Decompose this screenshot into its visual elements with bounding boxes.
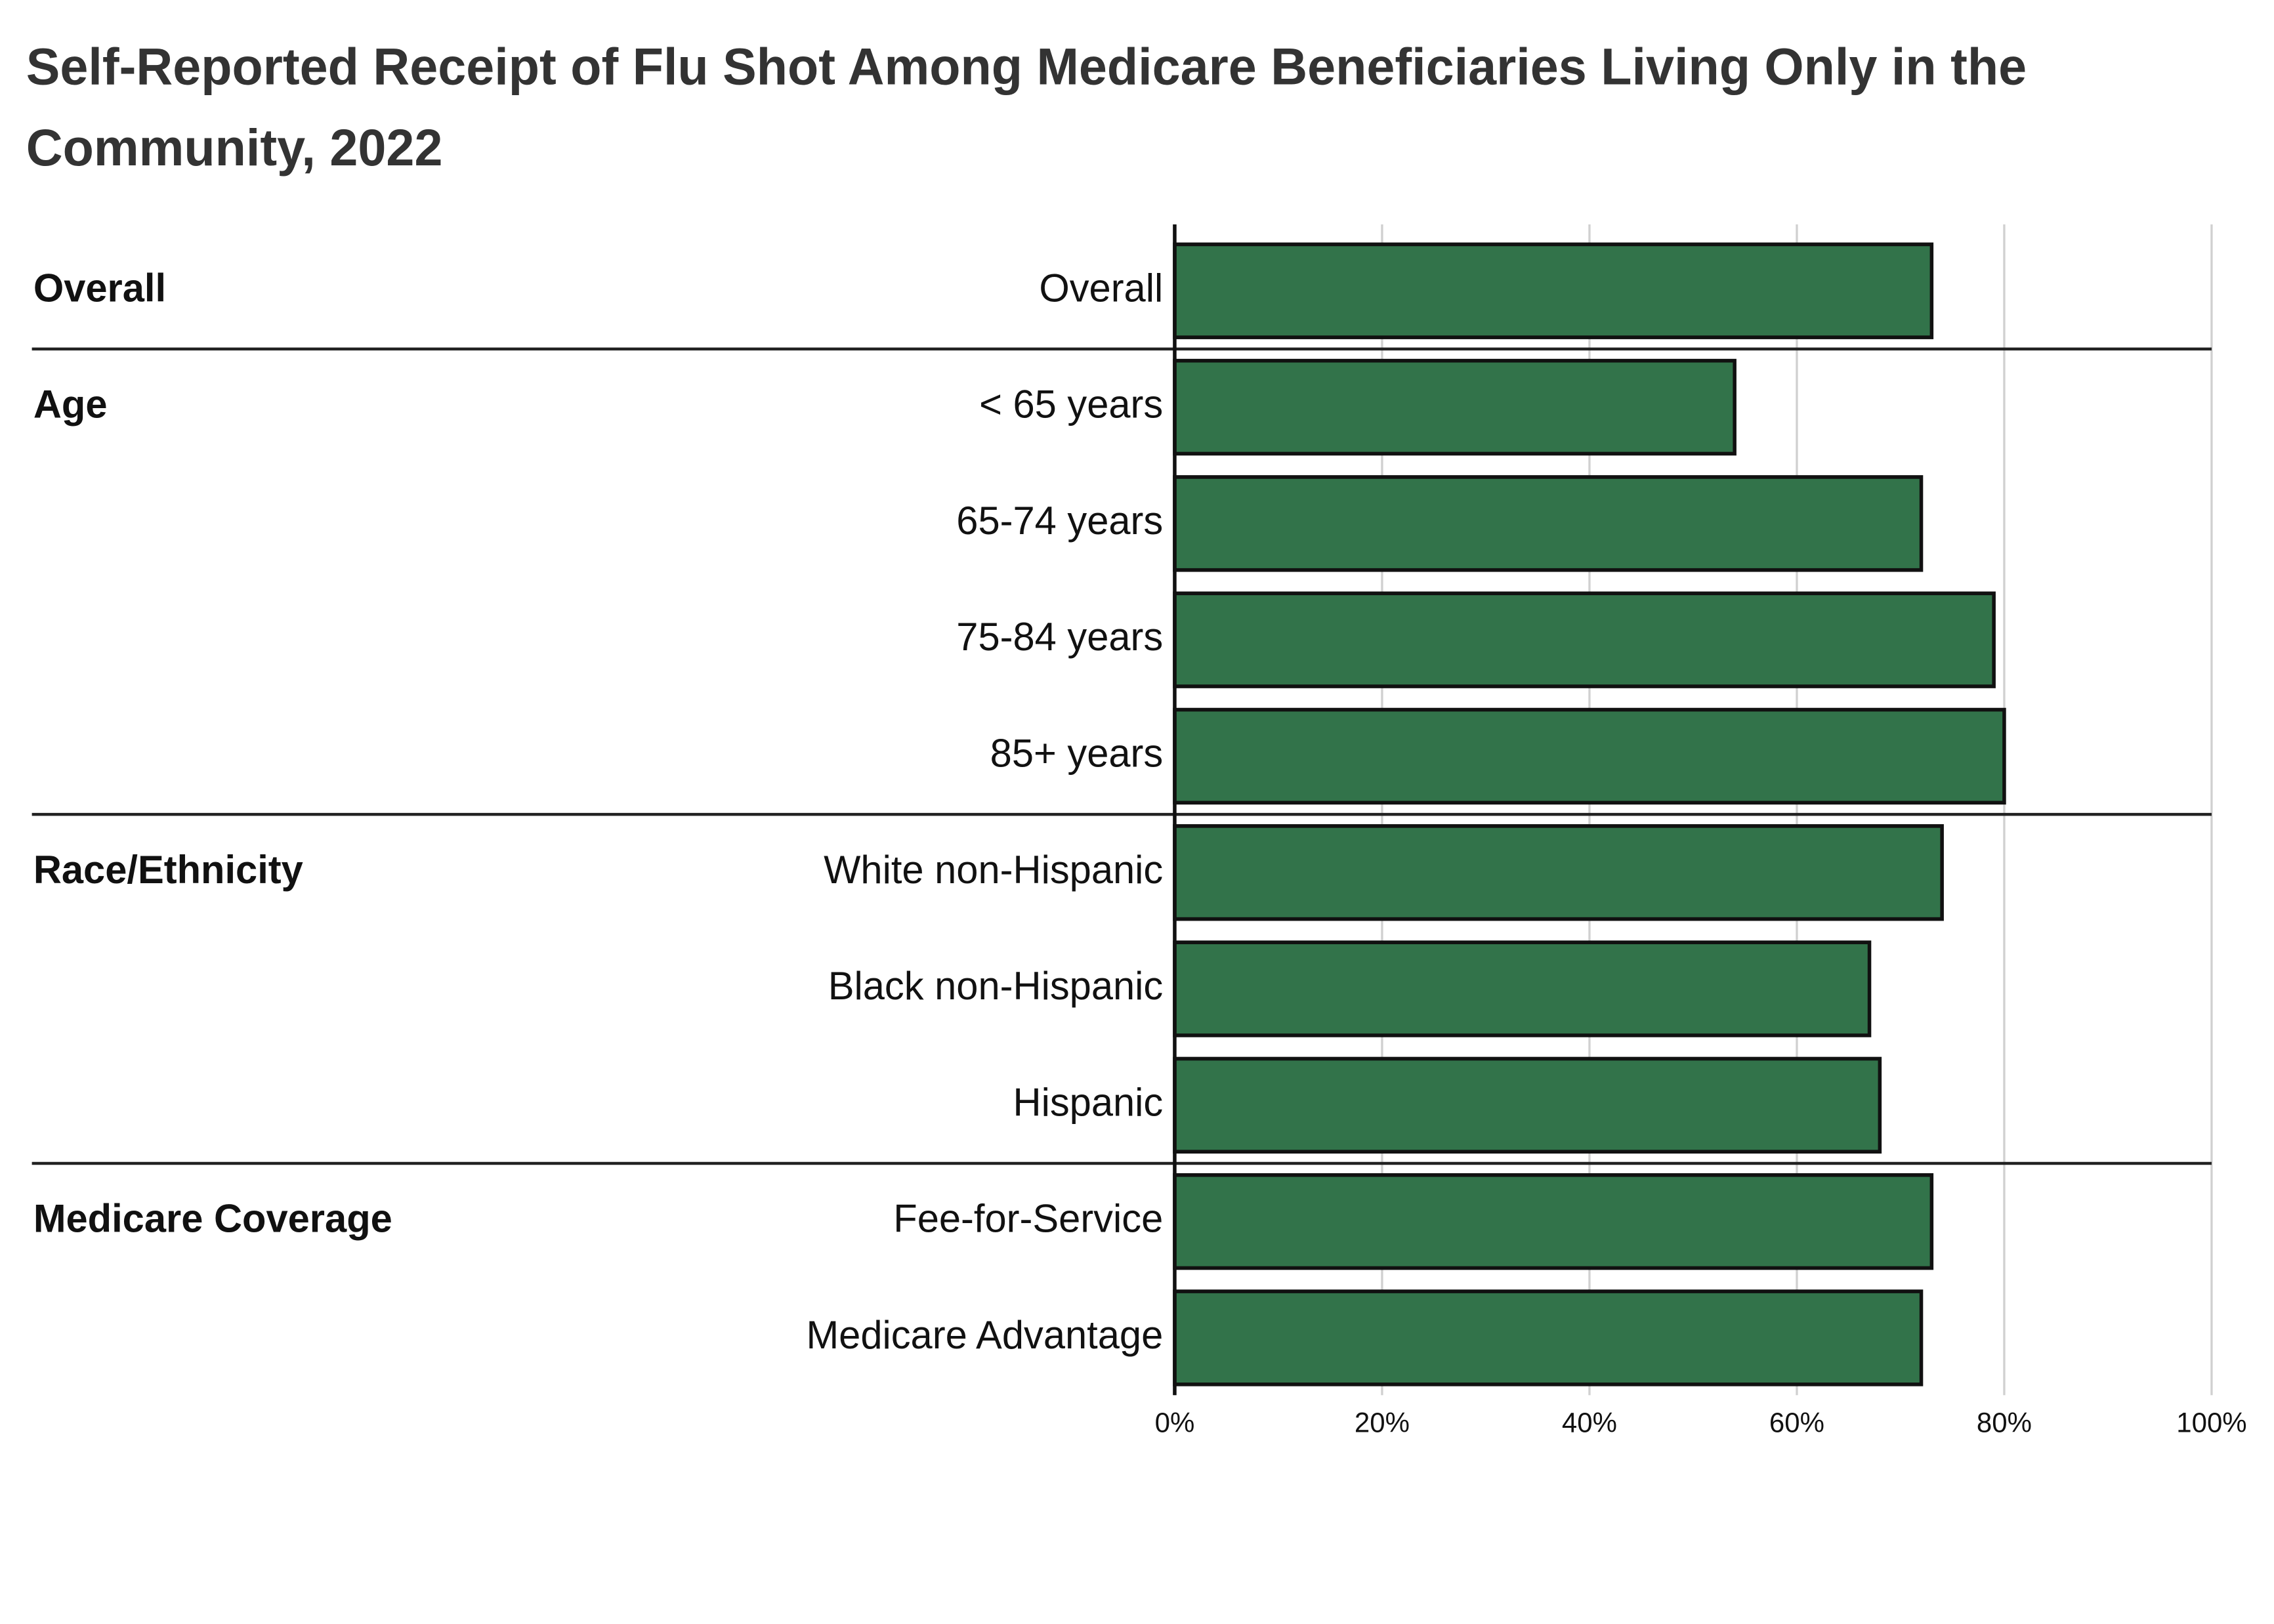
x-tick-label: 20% [1355, 1407, 1410, 1438]
y-tick-label: Overall [1039, 266, 1163, 310]
bar [1173, 475, 1924, 572]
bar [1173, 242, 1934, 339]
bar [1173, 358, 1737, 456]
bar [1173, 824, 1944, 921]
y-tick-label: 75-84 years [956, 615, 1163, 659]
x-tick-label: 0% [1155, 1407, 1195, 1438]
bar [1173, 940, 1872, 1037]
bar [1173, 707, 2006, 805]
y-tick-label: < 65 years [979, 382, 1163, 427]
group-label: Medicare Coverage [33, 1196, 392, 1241]
y-tick-label: Hispanic [1013, 1080, 1164, 1125]
y-tick-label: 65-74 years [956, 498, 1163, 543]
group-label: Age [33, 382, 108, 427]
x-tick-label: 100% [2176, 1407, 2246, 1438]
x-tick-label: 80% [1977, 1407, 2032, 1438]
x-tick-label: 40% [1562, 1407, 1617, 1438]
y-tick-label: White non-Hispanic [824, 847, 1163, 892]
group-label: Race/Ethnicity [33, 847, 304, 892]
y-tick-label: 85+ years [990, 731, 1164, 776]
bar [1173, 1056, 1882, 1154]
bar [1173, 1289, 1924, 1386]
y-tick-label: Medicare Advantage [806, 1313, 1163, 1358]
chart-title: Self-Reported Receipt of Flu Shot Among … [26, 38, 2027, 178]
y-tick-label: Black non-Hispanic [828, 964, 1164, 1009]
bar [1173, 591, 1996, 688]
bar [1173, 1173, 1934, 1270]
group-label: Overall [33, 266, 166, 310]
x-tick-label: 60% [1769, 1407, 1824, 1438]
y-tick-label: Fee-for-Service [893, 1196, 1163, 1241]
